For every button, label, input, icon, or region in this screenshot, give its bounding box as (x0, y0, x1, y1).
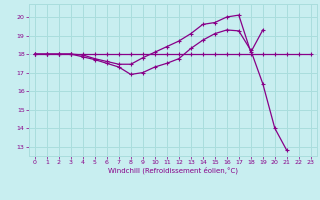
X-axis label: Windchill (Refroidissement éolien,°C): Windchill (Refroidissement éolien,°C) (108, 167, 238, 174)
